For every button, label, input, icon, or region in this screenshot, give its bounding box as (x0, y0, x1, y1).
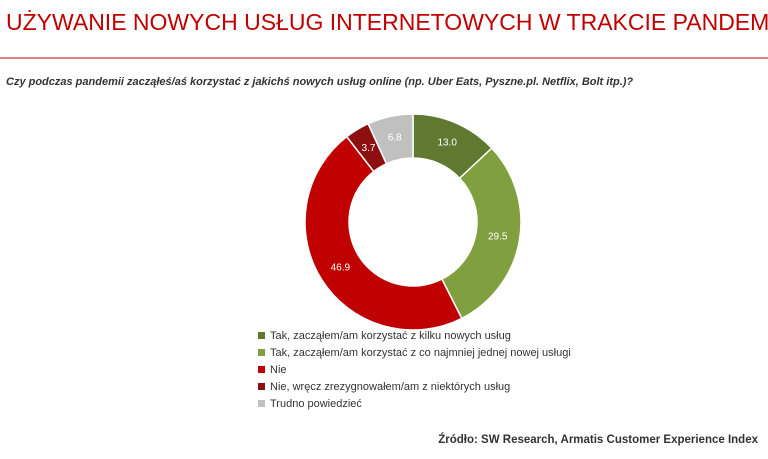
source: Źródło: SW Research, Armatis Customer Ex… (438, 433, 758, 446)
legend-label: Nie (270, 364, 287, 376)
chart-title: UŻYWANIE NOWYCH USŁUG INTERNETOWYCH W TR… (6, 9, 768, 35)
legend-swatch (258, 366, 265, 373)
legend-swatch (258, 383, 265, 390)
data-label: 3.7 (362, 143, 376, 154)
donut-segment (367, 113, 414, 165)
data-label: 13.0 (437, 138, 457, 149)
legend-label: Nie, wręcz zrezygnowałem/am z niektórych… (270, 381, 510, 393)
donut-segment (440, 147, 522, 320)
data-label: 6.8 (388, 133, 402, 144)
donut-segment (304, 135, 463, 331)
legend-swatch (258, 332, 265, 339)
legend-swatch (258, 400, 265, 407)
legend-swatch (258, 349, 265, 356)
chart-subtitle: Czy podczas pandemii zacząłeś/aś korzyst… (6, 76, 633, 88)
data-label: 46.9 (331, 263, 351, 274)
legend-label: Trudno powiedzieć (270, 398, 362, 410)
legend-label: Tak, zacząłem/am korzystać z co najmniej… (270, 347, 571, 359)
legend-label: Tak, zacząłem/am korzystać z kilku nowyc… (270, 330, 511, 342)
data-label: 29.5 (488, 232, 508, 243)
